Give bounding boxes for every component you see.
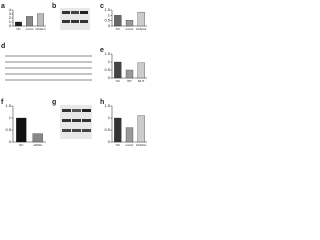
- panel-label: b: [52, 3, 56, 10]
- y-tick-label: 0: [108, 23, 111, 28]
- y-tick-label: 0: [108, 75, 111, 80]
- bar: [125, 69, 134, 79]
- y-tick-label: 1: [108, 115, 111, 120]
- sequence-alignment: [5, 55, 92, 81]
- x-tick-label: NC: [16, 27, 21, 31]
- panel-label: h: [100, 99, 104, 106]
- x-tick-label: inhibitor: [35, 27, 46, 31]
- bar: [137, 62, 145, 79]
- y-tick-label: 0.5: [104, 67, 110, 72]
- bar: [114, 61, 122, 79]
- y-tick-label: 0: [9, 23, 12, 28]
- bar: [15, 21, 22, 27]
- y-tick-label: 1.5: [104, 103, 110, 108]
- panel-label: d: [1, 43, 5, 50]
- x-tick-label: NC: [116, 143, 121, 147]
- panel-label: c: [100, 3, 104, 10]
- x-tick-label: inhibitor: [136, 27, 147, 31]
- y-tick-label: 0.5: [5, 127, 11, 132]
- x-tick-label: siRNA: [33, 143, 42, 147]
- y-tick-label: 0.5: [104, 18, 110, 23]
- x-tick-label: NC: [116, 79, 121, 83]
- x-tick-label: WT: [127, 79, 132, 83]
- y-tick-label: 1.5: [5, 103, 11, 108]
- x-tick-label: NC: [19, 143, 24, 147]
- bar: [32, 133, 43, 143]
- bar: [26, 16, 33, 27]
- y-tick-label: 4: [9, 7, 12, 12]
- panel-label: e: [100, 47, 104, 54]
- bar: [125, 127, 134, 143]
- bar: [125, 19, 134, 27]
- panel-label: f: [1, 99, 4, 106]
- x-tick-label: mimic: [126, 27, 134, 31]
- x-tick-label: mimic: [26, 27, 34, 31]
- y-tick-label: 1.5: [104, 7, 110, 12]
- western-blot: [60, 8, 90, 30]
- y-tick-label: 1: [9, 115, 12, 120]
- panel-label: a: [1, 3, 5, 10]
- y-tick-label: 2: [9, 15, 12, 20]
- x-tick-label: NC: [116, 27, 121, 31]
- y-tick-label: 1: [9, 19, 12, 24]
- bar: [137, 11, 145, 27]
- panel-label: g: [52, 99, 56, 106]
- y-tick-label: 1.5: [104, 51, 110, 56]
- x-tick-label: inhibitor: [136, 143, 147, 147]
- bar: [114, 117, 122, 143]
- bar: [114, 15, 122, 27]
- western-blot: [60, 105, 92, 139]
- x-tick-label: MUT: [138, 79, 145, 83]
- bar: [16, 117, 27, 143]
- x-tick-label: mimic: [126, 143, 134, 147]
- bar: [37, 13, 44, 27]
- y-tick-label: 0: [9, 139, 12, 144]
- y-tick-label: 0.5: [104, 127, 110, 132]
- bar: [137, 115, 145, 143]
- y-tick-label: 1: [108, 59, 111, 64]
- y-tick-label: 1: [108, 12, 111, 17]
- y-tick-label: 0: [108, 139, 111, 144]
- y-tick-label: 3: [9, 11, 12, 16]
